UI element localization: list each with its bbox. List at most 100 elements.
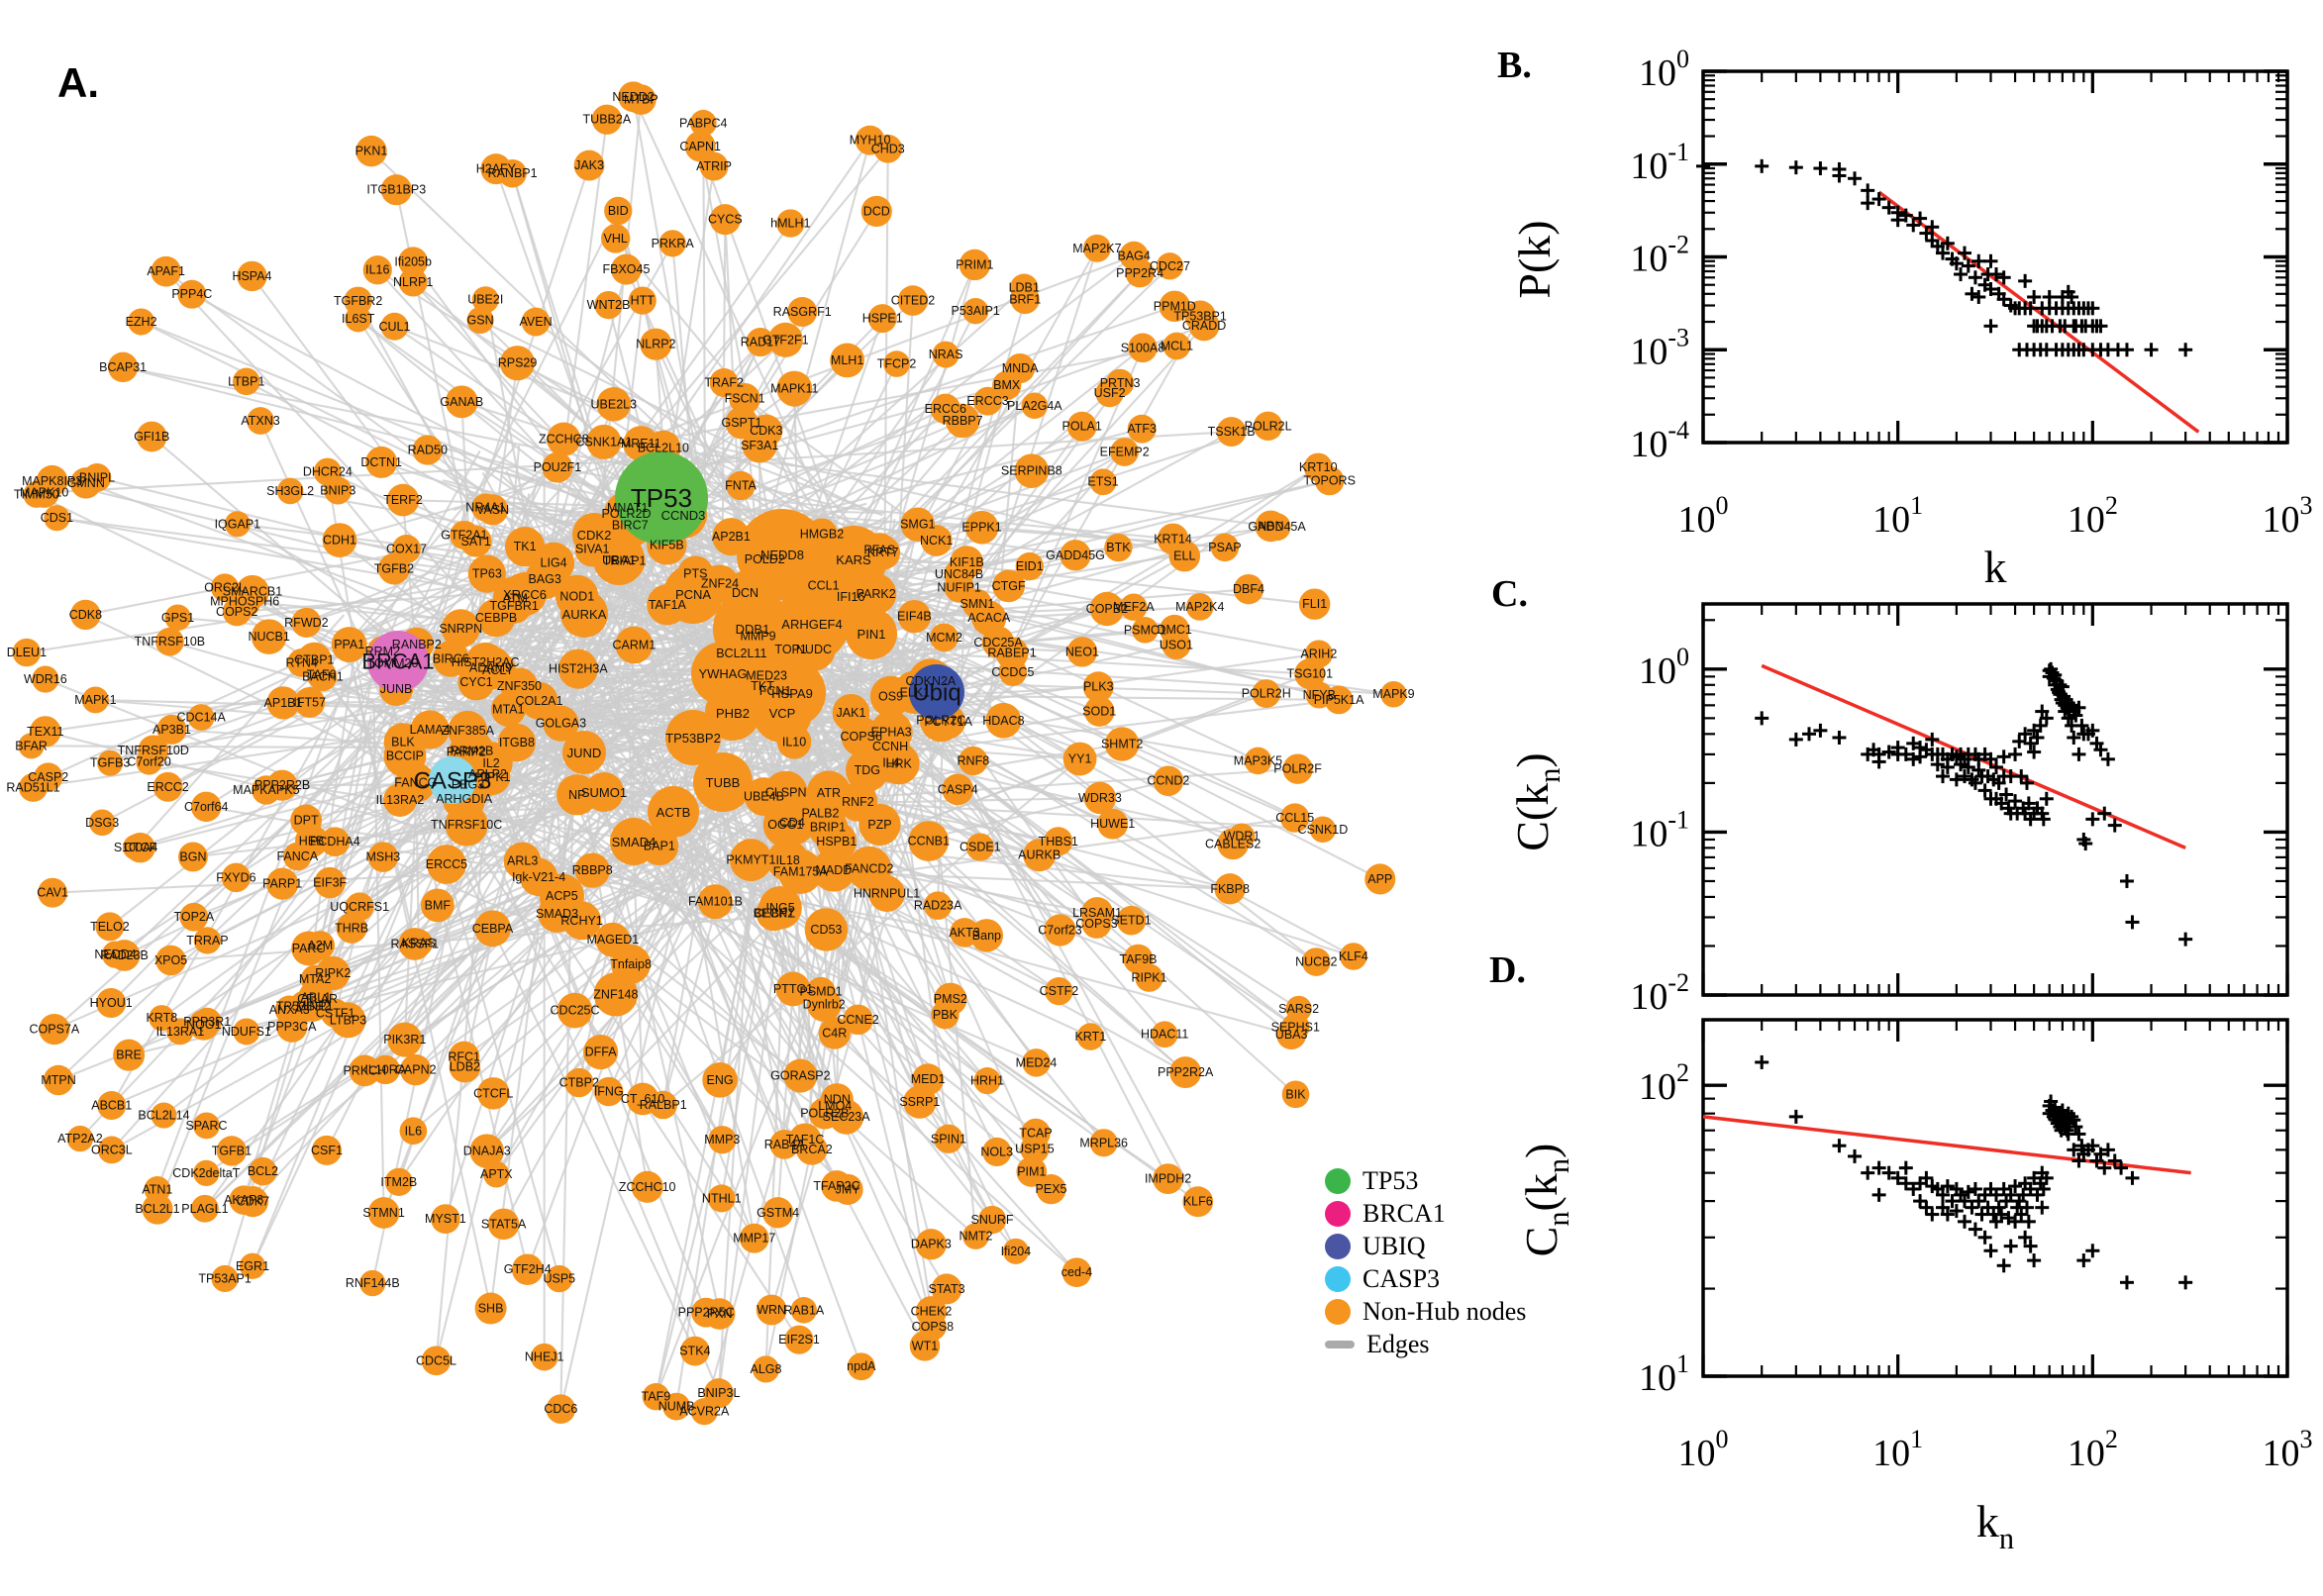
network-node-label: H2AFY [476,162,517,176]
network-node [298,979,334,1015]
network-edge [382,855,632,965]
network-edge [662,757,1081,1106]
network-node [412,435,443,465]
network-node [658,230,686,257]
network-node [101,941,130,968]
network-edge [507,500,891,748]
network-node [915,1296,948,1328]
network-edge [403,510,695,1041]
axis-tick-label: 100 [1639,643,1689,692]
network-node-label: SHB [478,1302,504,1316]
network-node-label: Ifi204 [1001,1245,1032,1258]
network-node [626,84,656,115]
network-node-label: TAF1A [649,598,687,612]
network-node-label: CDK2deltaT [172,1166,240,1180]
network-node [449,1050,481,1083]
network-node [931,1273,962,1305]
network-node-label: RAD23B [100,948,149,962]
network-edge [231,756,857,1152]
network-node [1279,803,1310,833]
network-node [32,665,59,693]
network-node [1097,808,1129,840]
network-node-label: CARM1 [613,638,656,651]
network-node [95,912,125,942]
network-node-label: Ifi205b [394,254,432,268]
network-node [547,422,581,456]
network-node-label: HDAC8 [982,714,1024,728]
network-edge [975,698,1317,963]
network-node [1127,414,1157,444]
network-node [287,648,317,677]
legend-node-swatch [1325,1265,1351,1292]
legend-item-label: UBIQ [1363,1231,1426,1260]
network-node-label: CSTF1 [316,1006,355,1020]
network-node [615,626,654,664]
network-node-label: ZCCHC10 [619,1180,676,1194]
network-node [193,1159,220,1187]
network-node [725,406,758,440]
network-edge [151,436,384,636]
network-node [384,1167,413,1196]
network-node-label: COX17 [386,543,427,556]
axis-tick-label: 102 [2068,1425,2118,1474]
network-edge [590,743,806,1141]
network-node [766,840,809,882]
network-node-label: FXYD6 [216,870,255,884]
network-node-label: DHCR24 [303,465,353,479]
network-node [155,945,186,976]
network-node [467,554,506,593]
network-node [1110,438,1139,466]
legend-item: CASP3 [1325,1262,1526,1295]
network-edge [627,345,1177,448]
network-node [487,1208,520,1241]
network-node [450,520,479,550]
network-node [1156,252,1184,280]
network-node [193,1112,220,1140]
network-node-label: JMY [836,1182,861,1196]
network-node-label: TUBB2A [583,113,632,127]
network-node [136,421,167,452]
network-node [697,884,733,920]
network-node [867,304,897,334]
network-node-label: CTBP2 [559,1076,599,1090]
network-node [790,1297,818,1324]
network-node-label: MRPL36 [1079,1136,1128,1149]
network-node [498,158,527,188]
network-node-label: C7orf64 [184,800,229,814]
network-node [386,483,420,517]
network-node-label: PTTG1 [773,982,813,996]
network-node-label: TP53AP1 [198,1271,252,1285]
network-node-label: ALG8 [751,1362,782,1376]
network-node [469,1134,504,1168]
network-edge [733,905,1033,1173]
network-node [276,1011,308,1043]
network-node [349,1054,381,1087]
network-node [247,407,274,435]
network-node [1228,823,1256,850]
network-node-label: WNT2B [587,298,631,312]
network-node [908,821,950,861]
network-node-label: GPS1 [161,611,194,625]
network-node-label: ERCC6 [925,402,966,416]
x-axis-label: k [1984,542,2007,592]
network-node [466,306,494,335]
network-node [474,910,511,948]
network-node-label: AKAP8 [224,1193,263,1207]
network-node [471,286,499,314]
network-node [930,623,959,652]
network-node-label: WRN [757,1303,786,1317]
network-core-node [820,526,887,593]
network-node [860,195,892,228]
network-node [1244,747,1272,775]
network-edge [862,767,1298,799]
network-node [923,891,953,920]
network-node [945,403,980,439]
network-edge [333,849,711,974]
network-node [1153,765,1184,797]
network-node [546,1264,573,1293]
network-node [378,552,410,585]
network-node [370,1054,400,1085]
network-node [739,1223,769,1253]
network-edge [620,300,644,487]
